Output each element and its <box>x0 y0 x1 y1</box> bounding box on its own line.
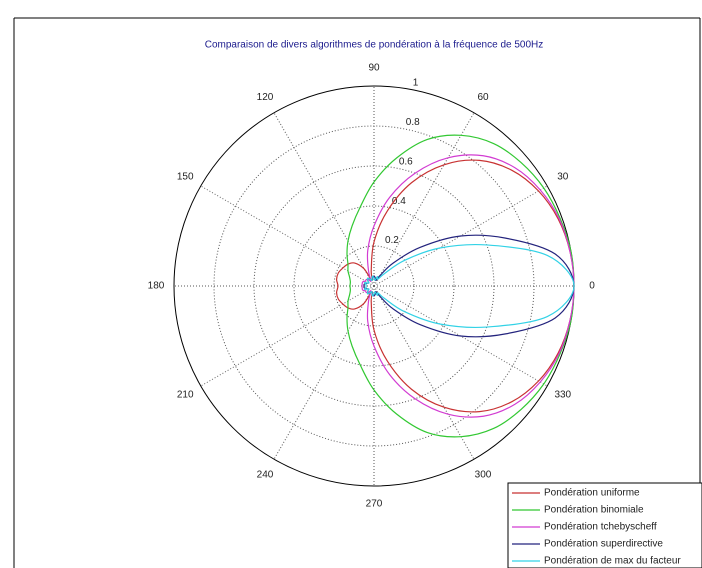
r-tick-label: 0.8 <box>406 117 420 128</box>
series-curve <box>363 234 575 338</box>
theta-tick-label: 270 <box>366 499 383 510</box>
grid-spoke <box>373 285 475 460</box>
chart-title: Comparaison de divers algorithmes de pon… <box>205 40 544 51</box>
series-curve <box>346 134 575 438</box>
theta-tick-label: 150 <box>177 172 194 183</box>
theta-tick-label: 300 <box>475 469 492 480</box>
theta-tick-label: 240 <box>257 469 274 480</box>
grid-ring <box>293 205 455 367</box>
theta-tick-label: 90 <box>368 63 380 74</box>
theta-tick-label: 180 <box>148 281 165 292</box>
r-tick-label: 1 <box>413 78 419 89</box>
grid-spoke <box>200 185 375 287</box>
series-curve <box>361 154 575 418</box>
legend-label: Pondération binomiale <box>544 505 644 516</box>
series-curve <box>335 159 575 413</box>
grid-spoke <box>273 285 375 460</box>
r-tick-label: 0.4 <box>392 196 406 207</box>
legend-label: Pondération de max du facteur <box>544 556 681 567</box>
legend-box <box>507 482 702 568</box>
legend-label: Pondération uniforme <box>544 488 640 499</box>
legend-label: Pondération superdirective <box>544 539 663 550</box>
curves <box>335 134 575 438</box>
theta-tick-label: 60 <box>477 92 489 103</box>
grid-spoke <box>273 112 375 287</box>
grid-spoke <box>200 285 375 387</box>
theta-tick-label: 330 <box>554 390 571 401</box>
grid: 0 30 60 90 120 150 180 210 240 270 300 330 0.2 0.4 0.6… <box>148 63 596 510</box>
r-tick-label: 0.2 <box>385 235 399 246</box>
legend-label: Pondération tchebyscheff <box>544 522 657 533</box>
theta-tick-label: 210 <box>177 390 194 401</box>
r-tick-label: 0.6 <box>399 156 413 167</box>
legend: Pondération uniforme Pondération binomial… <box>507 482 702 568</box>
grid-spoke <box>373 112 475 287</box>
theta-tick-label: 120 <box>257 92 274 103</box>
series-curve <box>363 243 575 329</box>
theta-tick-label: 0 <box>589 281 595 292</box>
theta-tick-label: 30 <box>557 172 569 183</box>
